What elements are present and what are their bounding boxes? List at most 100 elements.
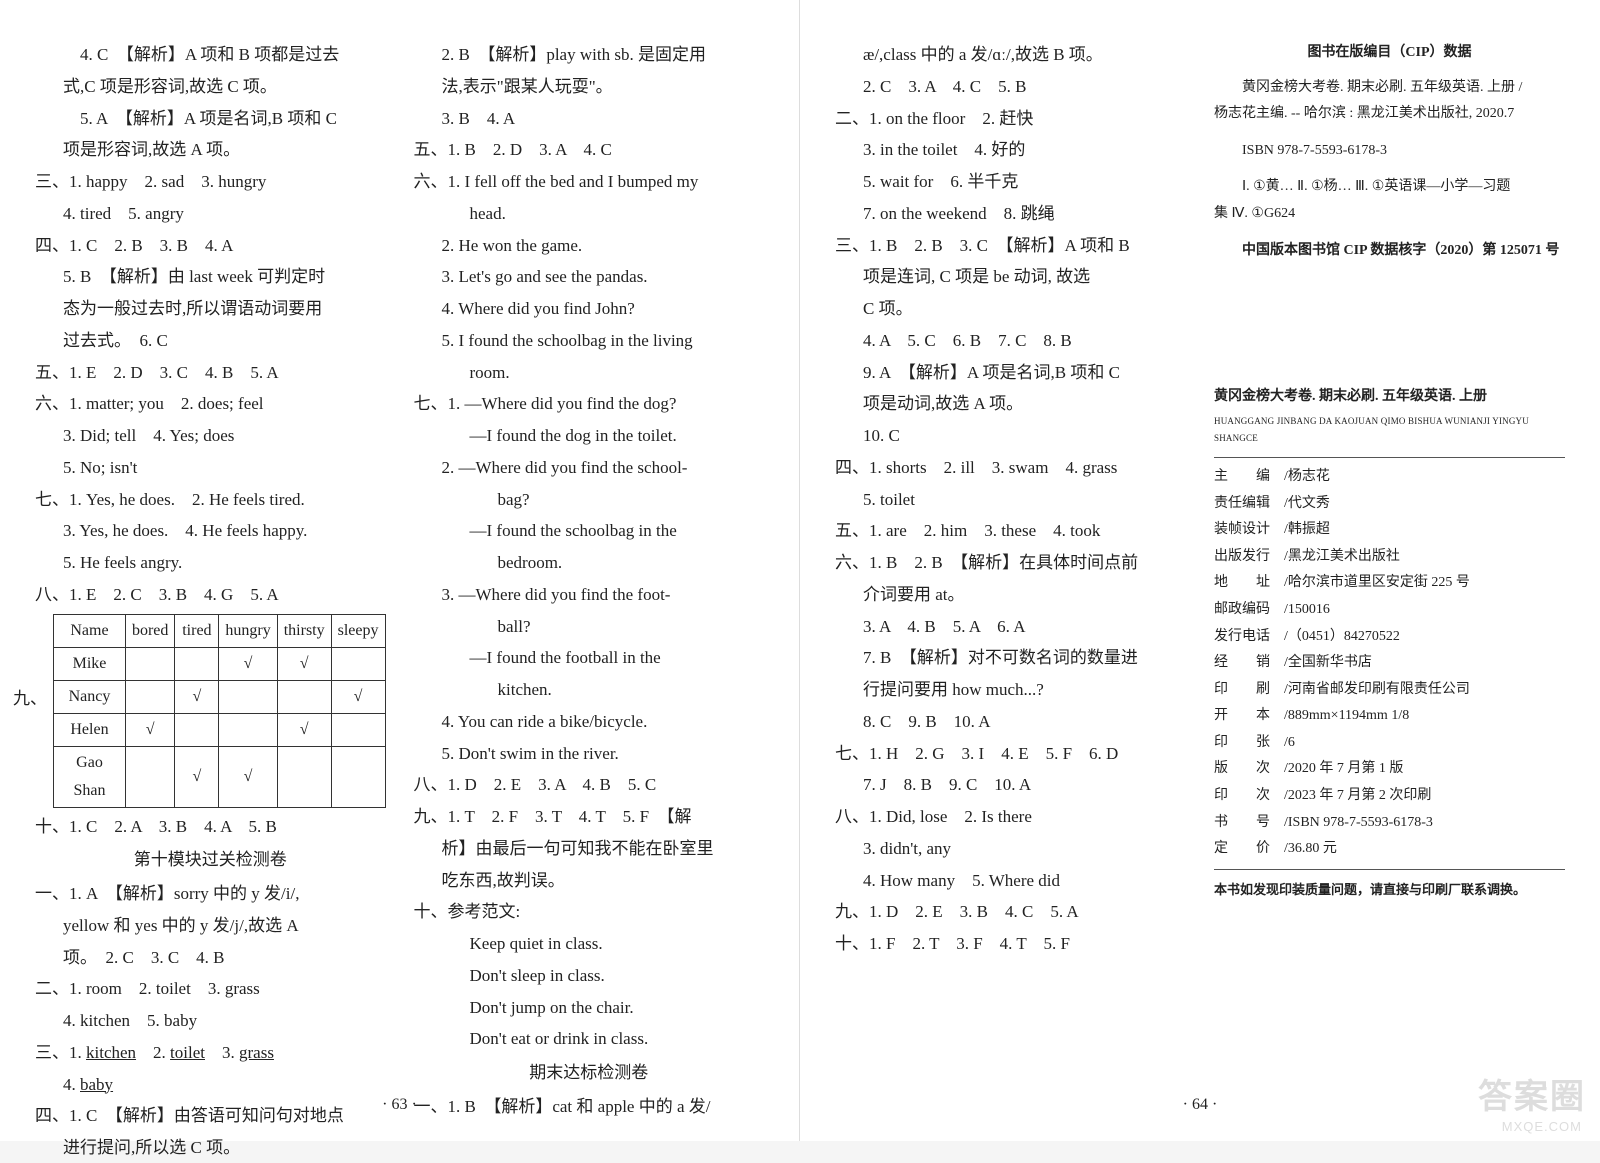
ul-4: baby: [80, 1075, 113, 1094]
cip-meta-row: 发行电话/（0451）84270522: [1214, 624, 1565, 651]
text-line: 六、1. I fell off the bed and I bumped my: [414, 167, 765, 197]
text-line: 4. You can ride a bike/bicycle.: [414, 707, 765, 737]
table-cell: [331, 746, 385, 807]
cip-meta-row: 印 次/2023 年 7 月第 2 次印刷: [1214, 783, 1565, 810]
text-line: 2. C 3. A 4. C 5. B: [835, 72, 1186, 102]
text-line: 一、1. B 【解析】cat 和 apple 中的 a 发/: [414, 1092, 765, 1122]
cip-meta-key: 印 张: [1214, 730, 1284, 757]
text-line: 吃东西,故判误。: [414, 866, 765, 896]
p64-col2-cip: 图书在版编目（CIP）数据 黄冈金榜大考卷. 期末必刷. 五年级英语. 上册 /…: [1214, 40, 1565, 1081]
table-header: tired: [175, 614, 219, 647]
table-cell: Gao Shan: [54, 746, 126, 807]
cip-meta-key: 定 价: [1214, 836, 1284, 863]
text-line: 项是动词,故选 A 项。: [835, 389, 1186, 419]
cip-meta-key: 装帧设计: [1214, 517, 1284, 544]
p63-col1: 4. C 【解析】A 项和 B 项都是过去式,C 项是形容词,故选 C 项。 5…: [35, 40, 386, 1081]
table-cell: [331, 647, 385, 680]
text-line: 八、1. E 2. C 3. B 4. G 5. A: [35, 580, 386, 610]
cip-meta-value: /ISBN 978-7-5593-6178-3: [1284, 810, 1433, 837]
text-line: æ/,class 中的 a 发/ɑː/,故选 B 项。: [835, 40, 1186, 70]
text-line: 8. C 9. B 10. A: [835, 707, 1186, 737]
activity-table: Nameboredtiredhungrythirstysleepy Mike√√…: [53, 614, 386, 808]
text-line: Don't jump on the chair.: [414, 993, 765, 1023]
cip-meta-row: 印 张/6: [1214, 730, 1565, 757]
table-cell: [125, 680, 174, 713]
table-cell: √: [175, 746, 219, 807]
p64-col1: æ/,class 中的 a 发/ɑː/,故选 B 项。2. C 3. A 4. …: [835, 40, 1186, 1081]
table-header: hungry: [219, 614, 277, 647]
cip-meta-row: 地 址/哈尔滨市道里区安定街 225 号: [1214, 570, 1565, 597]
text-line: 过去式。 6. C: [35, 326, 386, 356]
table-cell: √: [219, 647, 277, 680]
text-line: 态为一般过去时,所以谓语动词要用: [35, 294, 386, 324]
cip-meta-key: 书 号: [1214, 810, 1284, 837]
table-row: Mike√√: [54, 647, 386, 680]
cip-note: 本书如发现印装质量问题，请直接与印刷厂联系调换。: [1214, 878, 1565, 903]
text-line: 3. in the toilet 4. 好的: [835, 135, 1186, 165]
cip-isbn: ISBN 978-7-5593-6178-3: [1214, 138, 1565, 165]
text-line: 三、1. B 2. B 3. C 【解析】A 项和 B: [835, 231, 1186, 261]
text-line: 五、1. are 2. him 3. these 4. took: [835, 516, 1186, 546]
text-line: bag?: [414, 485, 765, 515]
text-line: 3. Yes, he does. 4. He feels happy.: [35, 516, 386, 546]
text-line: 4. Where did you find John?: [414, 294, 765, 324]
text-line: 7. B 【解析】对不可数名词的数量进: [835, 643, 1186, 673]
table-cell: [125, 647, 174, 680]
cip-meta-row: 主 编/杨志花: [1214, 464, 1565, 491]
text-line: 5. A 【解析】A 项是名词,B 项和 C: [35, 104, 386, 134]
page-number-63: · 63 ·: [382, 1091, 417, 1119]
text-line: 4. How many 5. Where did: [835, 866, 1186, 896]
cip-meta-value: /2020 年 7 月第 1 版: [1284, 756, 1403, 783]
cip-meta-value: /河南省邮发印刷有限责任公司: [1284, 677, 1470, 704]
table-cell: Nancy: [54, 680, 126, 713]
text-line: room.: [414, 358, 765, 388]
text-line: 八、1. D 2. E 3. A 4. B 5. C: [414, 770, 765, 800]
text-line: 七、1. —Where did you find the dog?: [414, 389, 765, 419]
table-cell: [219, 713, 277, 746]
text-line: 5. toilet: [835, 485, 1186, 515]
cip-meta-value: /889mm×1194mm 1/8: [1284, 703, 1409, 730]
text-line: 3. Let's go and see the pandas.: [414, 262, 765, 292]
p63-col2: 2. B 【解析】play with sb. 是固定用法,表示"跟某人玩耍"。3…: [414, 40, 765, 1081]
text-line: 析】由最后一句可知我不能在卧室里: [414, 834, 765, 864]
cip-meta-key: 地 址: [1214, 570, 1284, 597]
cip-meta-value: /2023 年 7 月第 2 次印刷: [1284, 783, 1431, 810]
table-cell: [277, 680, 331, 713]
cip-meta-row: 版 次/2020 年 7 月第 1 版: [1214, 756, 1565, 783]
table-row: Gao Shan√√: [54, 746, 386, 807]
table-cell: √: [125, 713, 174, 746]
text-line: 期末达标检测卷: [414, 1058, 765, 1088]
text-line: 7. J 8. B 9. C 10. A: [835, 770, 1186, 800]
cip-meta-value: /韩振超: [1284, 517, 1330, 544]
table-cell: Mike: [54, 647, 126, 680]
table-cell: [219, 680, 277, 713]
text-line: 5. Don't swim in the river.: [414, 739, 765, 769]
text-line: 四、1. C 【解析】由答语可知问句对地点: [35, 1101, 386, 1131]
page-64: æ/,class 中的 a 发/ɑː/,故选 B 项。2. C 3. A 4. …: [800, 0, 1600, 1141]
cip-meta-row: 出版发行/黑龙江美术出版社: [1214, 544, 1565, 571]
cip-meta-value: /杨志花: [1284, 464, 1330, 491]
nine-label: 九、: [13, 684, 47, 714]
cip-title: 图书在版编目（CIP）数据: [1214, 40, 1565, 67]
watermark-url: MXQE.COM: [1502, 1116, 1582, 1139]
text-line: 3. Did; tell 4. Yes; does: [35, 421, 386, 451]
text-line: Don't eat or drink in class.: [414, 1024, 765, 1054]
separator-1: [1214, 457, 1565, 458]
text-line: 介词要用 at。: [835, 580, 1186, 610]
text-line: 4. A 5. C 6. B 7. C 8. B: [835, 326, 1186, 356]
table-row: Nancy√√: [54, 680, 386, 713]
cip-class-2: 集 Ⅳ. ①G624: [1214, 201, 1565, 228]
text-line: 项。 2. C 3. C 4. B: [35, 943, 386, 973]
text-line: ball?: [414, 612, 765, 642]
cip-meta-value: /全国新华书店: [1284, 650, 1372, 677]
text-line: 六、1. matter; you 2. does; feel: [35, 389, 386, 419]
text-line: 5. He feels angry.: [35, 548, 386, 578]
text-line: 七、1. H 2. G 3. I 4. E 5. F 6. D: [835, 739, 1186, 769]
cip-meta-row: 定 价/36.80 元: [1214, 836, 1565, 863]
book-pinyin: HUANGGANG JINBANG DA KAOJUAN QIMO BISHUA…: [1214, 413, 1565, 447]
text-line: 二、1. room 2. toilet 3. grass: [35, 974, 386, 1004]
cip-meta-row: 开 本/889mm×1194mm 1/8: [1214, 703, 1565, 730]
text-line: 九、1. D 2. E 3. B 4. C 5. A: [835, 897, 1186, 927]
text-line: C 项。: [835, 294, 1186, 324]
table-header: thirsty: [277, 614, 331, 647]
